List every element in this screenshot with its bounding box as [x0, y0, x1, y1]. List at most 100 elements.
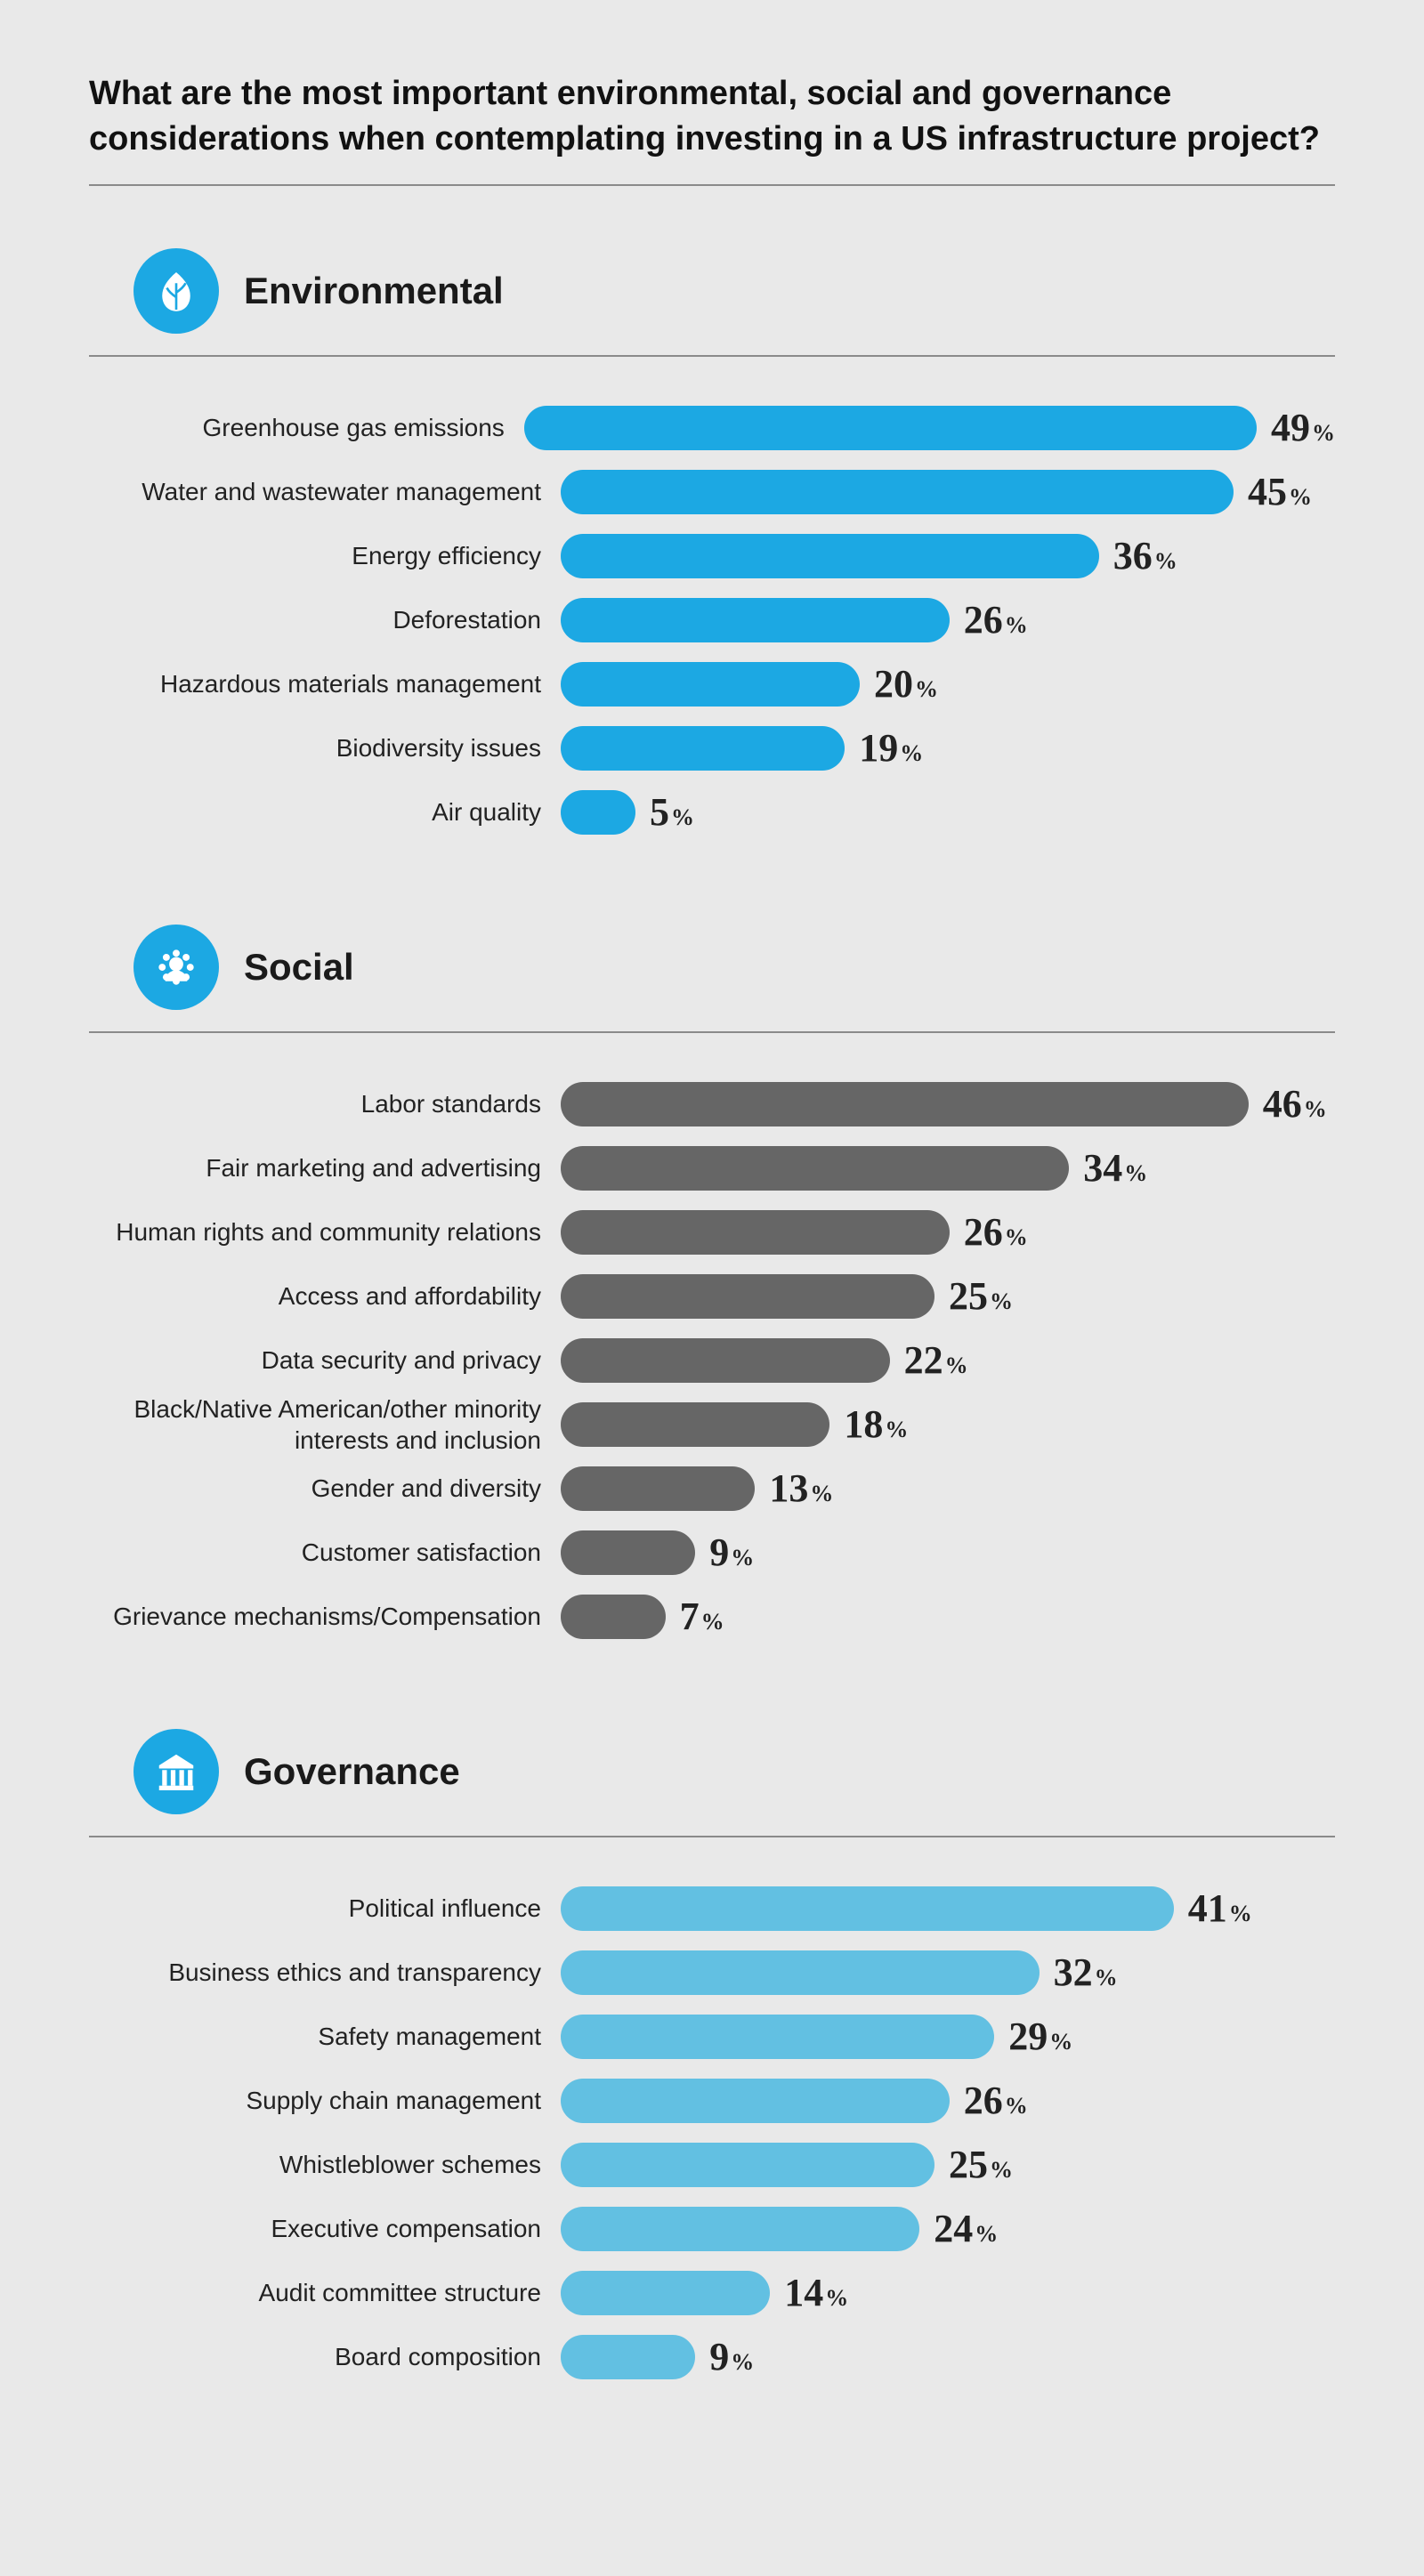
bar-label: Business ethics and transparency — [89, 1957, 561, 1988]
bar-label: Hazardous materials management — [89, 668, 561, 699]
bar-value-number: 18 — [844, 1401, 883, 1447]
bar-value: 45% — [1248, 469, 1312, 514]
bar-area: 20% — [561, 661, 1335, 707]
percent-sign: % — [915, 676, 938, 703]
percent-sign: % — [731, 1545, 754, 1571]
bar-row: Supply chain management26% — [89, 2069, 1335, 2133]
percent-sign: % — [1005, 1224, 1028, 1251]
bar-area: 9% — [561, 1530, 1335, 1575]
bar-rows: Labor standards46%Fair marketing and adv… — [89, 1072, 1335, 1649]
bar-label: Labor standards — [89, 1088, 561, 1119]
bar-value-number: 5 — [650, 789, 669, 835]
bar-area: 46% — [561, 1081, 1335, 1126]
bar-area: 18% — [561, 1401, 1335, 1447]
section-social: SocialLabor standards46%Fair marketing a… — [89, 925, 1335, 1649]
bar-label: Board composition — [89, 2341, 561, 2372]
bar-value: 25% — [949, 2142, 1013, 2187]
bar-area: 5% — [561, 789, 1335, 835]
bar-label: Greenhouse gas emissions — [89, 412, 524, 443]
bar-value-number: 25 — [949, 2142, 988, 2187]
bar-label: Gender and diversity — [89, 1473, 561, 1504]
bar-value: 46% — [1263, 1081, 1327, 1126]
bar-value-number: 24 — [934, 2206, 973, 2251]
bar-rows: Greenhouse gas emissions49%Water and was… — [89, 396, 1335, 844]
bar-label: Customer satisfaction — [89, 1537, 561, 1568]
bar-row: Water and wastewater management45% — [89, 460, 1335, 524]
bar-area: 7% — [561, 1594, 1335, 1639]
bar — [561, 598, 950, 642]
bar-label: Fair marketing and advertising — [89, 1152, 561, 1183]
bar — [561, 470, 1234, 514]
bar-label: Grievance mechanisms/Compensation — [89, 1601, 561, 1632]
section-rule — [89, 1836, 1335, 1837]
bar-value-number: 49 — [1271, 405, 1310, 450]
bar-row: Greenhouse gas emissions 49% — [89, 396, 1335, 460]
bar-area: 26% — [561, 2078, 1335, 2123]
bar — [561, 1082, 1249, 1126]
bar-area: 36% — [561, 533, 1335, 578]
bar-value: 9% — [709, 1530, 754, 1575]
bar — [561, 662, 860, 707]
bar-label: Political influence — [89, 1893, 561, 1924]
bar-value-number: 32 — [1054, 1950, 1093, 1995]
bar — [561, 534, 1099, 578]
bar-value-number: 25 — [949, 1273, 988, 1319]
bar-value: 32% — [1054, 1950, 1118, 1995]
sections-container: Environmental Greenhouse gas emissions 49%… — [89, 248, 1335, 2389]
percent-sign: % — [1289, 484, 1312, 511]
bar-label: Whistleblower schemes — [89, 2149, 561, 2180]
percent-sign: % — [1049, 2029, 1072, 2055]
bar-row: Business ethics and transparency 32% — [89, 1941, 1335, 2005]
percent-sign: % — [945, 1353, 968, 1379]
percent-sign: % — [731, 2349, 754, 2376]
section-header: Governance — [89, 1729, 1335, 1814]
bar-area: 25% — [561, 2142, 1335, 2187]
bar — [561, 2015, 994, 2059]
section-environmental: Environmental Greenhouse gas emissions 49%… — [89, 248, 1335, 844]
bar-row: Grievance mechanisms/Compensation7% — [89, 1585, 1335, 1649]
bar — [561, 1595, 666, 1639]
bar-value: 26% — [964, 597, 1028, 642]
bar — [561, 2079, 950, 2123]
bar-label: Biodiversity issues — [89, 732, 561, 763]
bar-value-number: 7 — [680, 1594, 700, 1639]
bar — [561, 2335, 695, 2379]
bar-value: 5% — [650, 789, 694, 835]
section-header: Social — [89, 925, 1335, 1010]
percent-sign: % — [975, 2221, 998, 2248]
section-governance: Governance Political influence 41% Business… — [89, 1729, 1335, 2389]
bar-area: 22% — [561, 1337, 1335, 1383]
bar-row: Energy efficiency36% — [89, 524, 1335, 588]
section-title: Environmental — [244, 270, 504, 312]
bar-area: 26% — [561, 1209, 1335, 1255]
bar-rows: Political influence 41% Business ethics an… — [89, 1877, 1335, 2389]
bar — [561, 726, 845, 771]
bar-value-number: 26 — [964, 1209, 1003, 1255]
bar-value: 26% — [964, 2078, 1028, 2123]
bar — [561, 1886, 1174, 1931]
bar-row: Fair marketing and advertising 34% — [89, 1136, 1335, 1200]
bar-value: 36% — [1113, 533, 1177, 578]
bar-row: Gender and diversity13% — [89, 1457, 1335, 1521]
bar-value: 41% — [1188, 1886, 1252, 1931]
bar-label: Air quality — [89, 796, 561, 828]
bar-area: 29% — [561, 2014, 1335, 2059]
bar-label: Black/Native American/other minority int… — [89, 1393, 561, 1456]
percent-sign: % — [1312, 420, 1335, 447]
environmental-icon — [134, 248, 219, 334]
bar — [561, 1274, 934, 1319]
bar-area: 34% — [561, 1145, 1335, 1191]
percent-sign: % — [1304, 1096, 1327, 1123]
bar-value: 34% — [1083, 1145, 1147, 1191]
bar-value-number: 29 — [1008, 2014, 1048, 2059]
bar-value-number: 46 — [1263, 1081, 1302, 1126]
bar — [561, 1402, 829, 1447]
bar-value-number: 9 — [709, 2334, 729, 2379]
bar-row: Political influence 41% — [89, 1877, 1335, 1941]
percent-sign: % — [885, 1417, 908, 1443]
bar-area: 26% — [561, 597, 1335, 642]
bar — [561, 2143, 934, 2187]
percent-sign: % — [1124, 1160, 1147, 1187]
bar-row: Customer satisfaction 9% — [89, 1521, 1335, 1585]
bar-row: Human rights and community relations26% — [89, 1200, 1335, 1264]
